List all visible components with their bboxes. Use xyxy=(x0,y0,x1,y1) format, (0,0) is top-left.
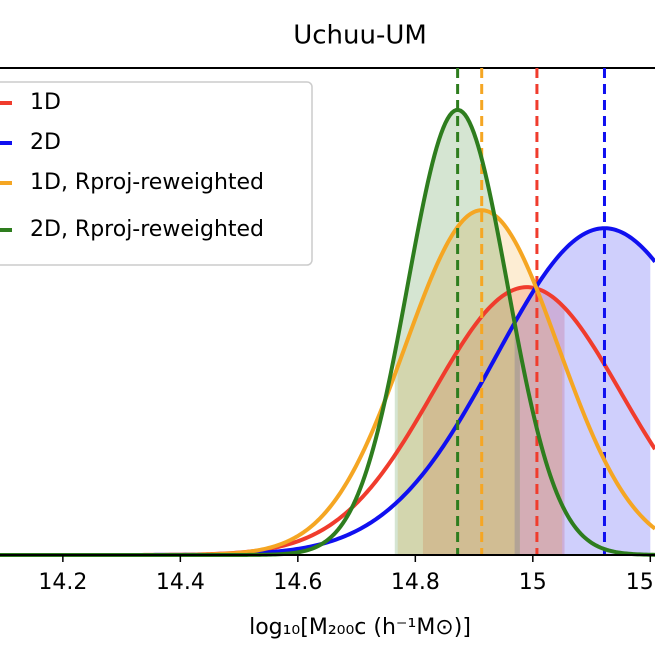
x-tick-label: 14.4 xyxy=(156,570,205,595)
chart-title: Uchuu-UM xyxy=(293,21,427,51)
legend-label: 1D, Rproj-reweighted xyxy=(30,170,264,195)
x-tick-label: 14.2 xyxy=(38,570,87,595)
legend-box xyxy=(0,81,313,266)
x-tick-label: 14.8 xyxy=(391,570,440,595)
x-axis-label: log₁₀[M₂₀₀c (h⁻¹M⊙)] xyxy=(249,615,471,640)
legend-label: 1D xyxy=(30,90,61,115)
legend-label: 2D xyxy=(30,130,61,155)
x-tick-label: 15.2 xyxy=(626,570,655,595)
x-tick-label: 15 xyxy=(519,570,547,595)
legend: 1D 2D 1D, Rproj-reweighted 2D, Rproj-reweig… xyxy=(0,81,313,266)
x-tick-label: 14.6 xyxy=(273,570,322,595)
legend-label: 2D, Rproj-reweighted xyxy=(30,217,264,242)
